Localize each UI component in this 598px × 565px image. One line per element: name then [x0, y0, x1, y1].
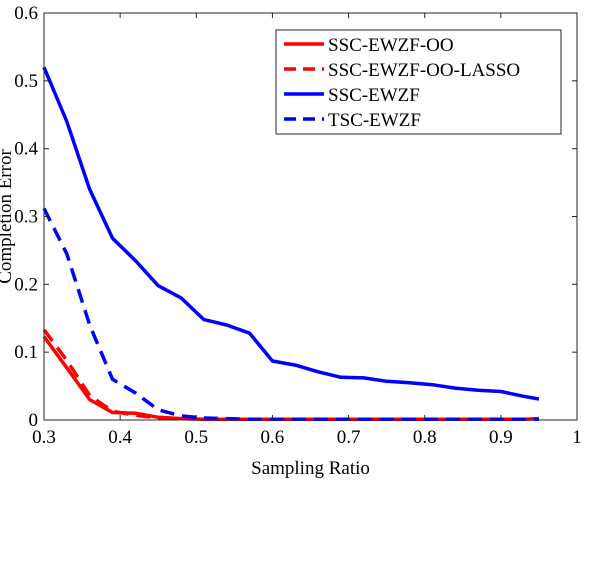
y-tick-label: 0.5: [14, 71, 38, 92]
x-tick-label: 1: [572, 427, 582, 448]
legend-label: TSC-EWZF: [328, 110, 421, 131]
x-tick-label: 0.3: [32, 427, 56, 448]
series-line-tsc-ewzf: [42, 207, 539, 422]
axis-ticks: 0.3 0.4 0.5 0.6 0.7 0.8 0.9 1 0 0.1 0.2 0.3 0.4 0.5 0.…: [14, 3, 582, 448]
x-tick-label: 0.7: [337, 427, 361, 448]
plot-series: [42, 66, 540, 422]
legend: SSC-EWZF-OO SSC-EWZF-OO-LASSO SSC-EWZF TSC-…: [275, 29, 562, 135]
x-tick-label: 0.5: [184, 427, 208, 448]
x-tick-label: 0.6: [261, 427, 285, 448]
y-tick-label: 0.2: [14, 274, 38, 295]
series-line-ssc-ewzf-oo-lasso: [42, 328, 539, 422]
y-tick-label: 0.4: [14, 139, 38, 160]
y-tick-label: 0.1: [14, 342, 38, 363]
legend-label: SSC-EWZF: [328, 85, 420, 106]
x-tick-label: 0.9: [489, 427, 513, 448]
x-axis-title: Sampling Ratio: [251, 458, 370, 479]
y-tick-label: 0.6: [14, 3, 38, 24]
y-tick-label: 0.3: [14, 207, 38, 228]
series-line-ssc-ewzf-oo: [42, 335, 539, 422]
y-tick-label: 0: [29, 410, 39, 431]
legend-label: SSC-EWZF-OO: [328, 35, 454, 56]
x-tick-label: 0.8: [413, 427, 437, 448]
y-axis-title: Completion Error: [0, 149, 16, 284]
legend-box: [275, 29, 562, 135]
legend-label: SSC-EWZF-OO-LASSO: [328, 60, 520, 81]
series-line-ssc-ewzf: [42, 66, 540, 401]
x-tick-label: 0.4: [108, 427, 132, 448]
